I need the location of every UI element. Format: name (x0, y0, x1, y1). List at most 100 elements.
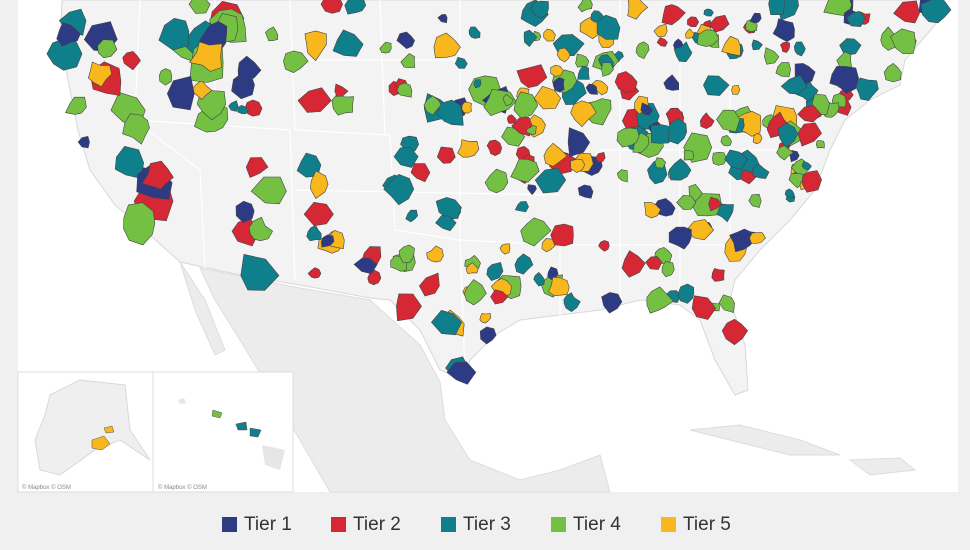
region (435, 197, 462, 219)
region (752, 133, 763, 145)
region (703, 8, 714, 17)
region (883, 63, 902, 83)
region (303, 201, 334, 227)
region (383, 173, 415, 206)
region (534, 167, 567, 194)
region (721, 318, 749, 346)
region (306, 225, 322, 242)
region (614, 71, 638, 93)
region (65, 96, 87, 115)
region (676, 194, 697, 210)
region (103, 425, 115, 434)
region (893, 0, 920, 24)
legend: Tier 1 Tier 2 Tier 3 Tier 4 Tier 5 (222, 514, 731, 535)
region (446, 361, 477, 385)
region (550, 64, 564, 77)
region (598, 240, 610, 252)
region (797, 105, 822, 123)
region (77, 136, 90, 149)
region (516, 64, 548, 89)
region (237, 55, 262, 83)
legend-label: Tier 2 (353, 514, 401, 535)
region (585, 83, 599, 95)
region (749, 232, 766, 244)
region (123, 202, 156, 246)
region (724, 149, 749, 171)
hispaniola (848, 457, 917, 476)
region (708, 196, 723, 212)
region (166, 76, 195, 111)
region (748, 193, 762, 208)
region (716, 109, 741, 133)
region (486, 262, 504, 281)
region (668, 158, 692, 181)
region (601, 62, 614, 77)
region (721, 35, 741, 57)
region (687, 16, 700, 28)
region (513, 91, 539, 119)
region (577, 0, 593, 13)
region (307, 267, 322, 279)
region (56, 22, 81, 47)
region (776, 145, 794, 161)
region (646, 286, 674, 314)
region (643, 202, 661, 219)
region (601, 292, 623, 314)
region (577, 64, 590, 80)
region (697, 29, 720, 47)
cuba (689, 424, 841, 456)
legend-swatch (551, 517, 566, 532)
region (640, 102, 654, 116)
region (729, 228, 756, 253)
region (514, 201, 529, 213)
region (548, 276, 570, 297)
legend-label: Tier 5 (683, 514, 731, 535)
region (426, 245, 444, 263)
region (396, 293, 422, 322)
region (627, 0, 649, 20)
region (249, 427, 262, 438)
region (248, 216, 273, 242)
region (577, 184, 594, 199)
region (645, 256, 663, 270)
region (353, 257, 378, 274)
region (211, 409, 223, 419)
region (461, 101, 472, 114)
region (502, 93, 514, 107)
region (250, 176, 287, 205)
region (716, 203, 734, 223)
region (457, 139, 480, 158)
region (541, 237, 556, 253)
hawaii (178, 398, 285, 470)
region (304, 30, 327, 62)
region (656, 37, 668, 47)
region (332, 29, 364, 57)
region (616, 169, 628, 183)
region (393, 147, 419, 168)
region (777, 122, 799, 149)
region (570, 100, 597, 128)
region (880, 26, 899, 51)
region (91, 435, 111, 451)
region (749, 12, 762, 24)
region (752, 163, 770, 179)
attribution: © Mapbox © OSM (158, 484, 207, 491)
region (189, 41, 223, 72)
region (570, 158, 586, 173)
region (768, 0, 785, 16)
region (653, 23, 668, 38)
region (784, 188, 795, 198)
region (712, 151, 727, 166)
region (775, 62, 791, 77)
region (890, 28, 916, 54)
attribution: © Mapbox © OSM (22, 484, 71, 491)
region (527, 184, 537, 196)
region (543, 142, 568, 167)
region (533, 271, 545, 287)
region (245, 157, 269, 178)
region (920, 0, 952, 24)
region (309, 170, 329, 199)
region (530, 0, 549, 19)
region (596, 14, 621, 40)
region (490, 289, 509, 305)
